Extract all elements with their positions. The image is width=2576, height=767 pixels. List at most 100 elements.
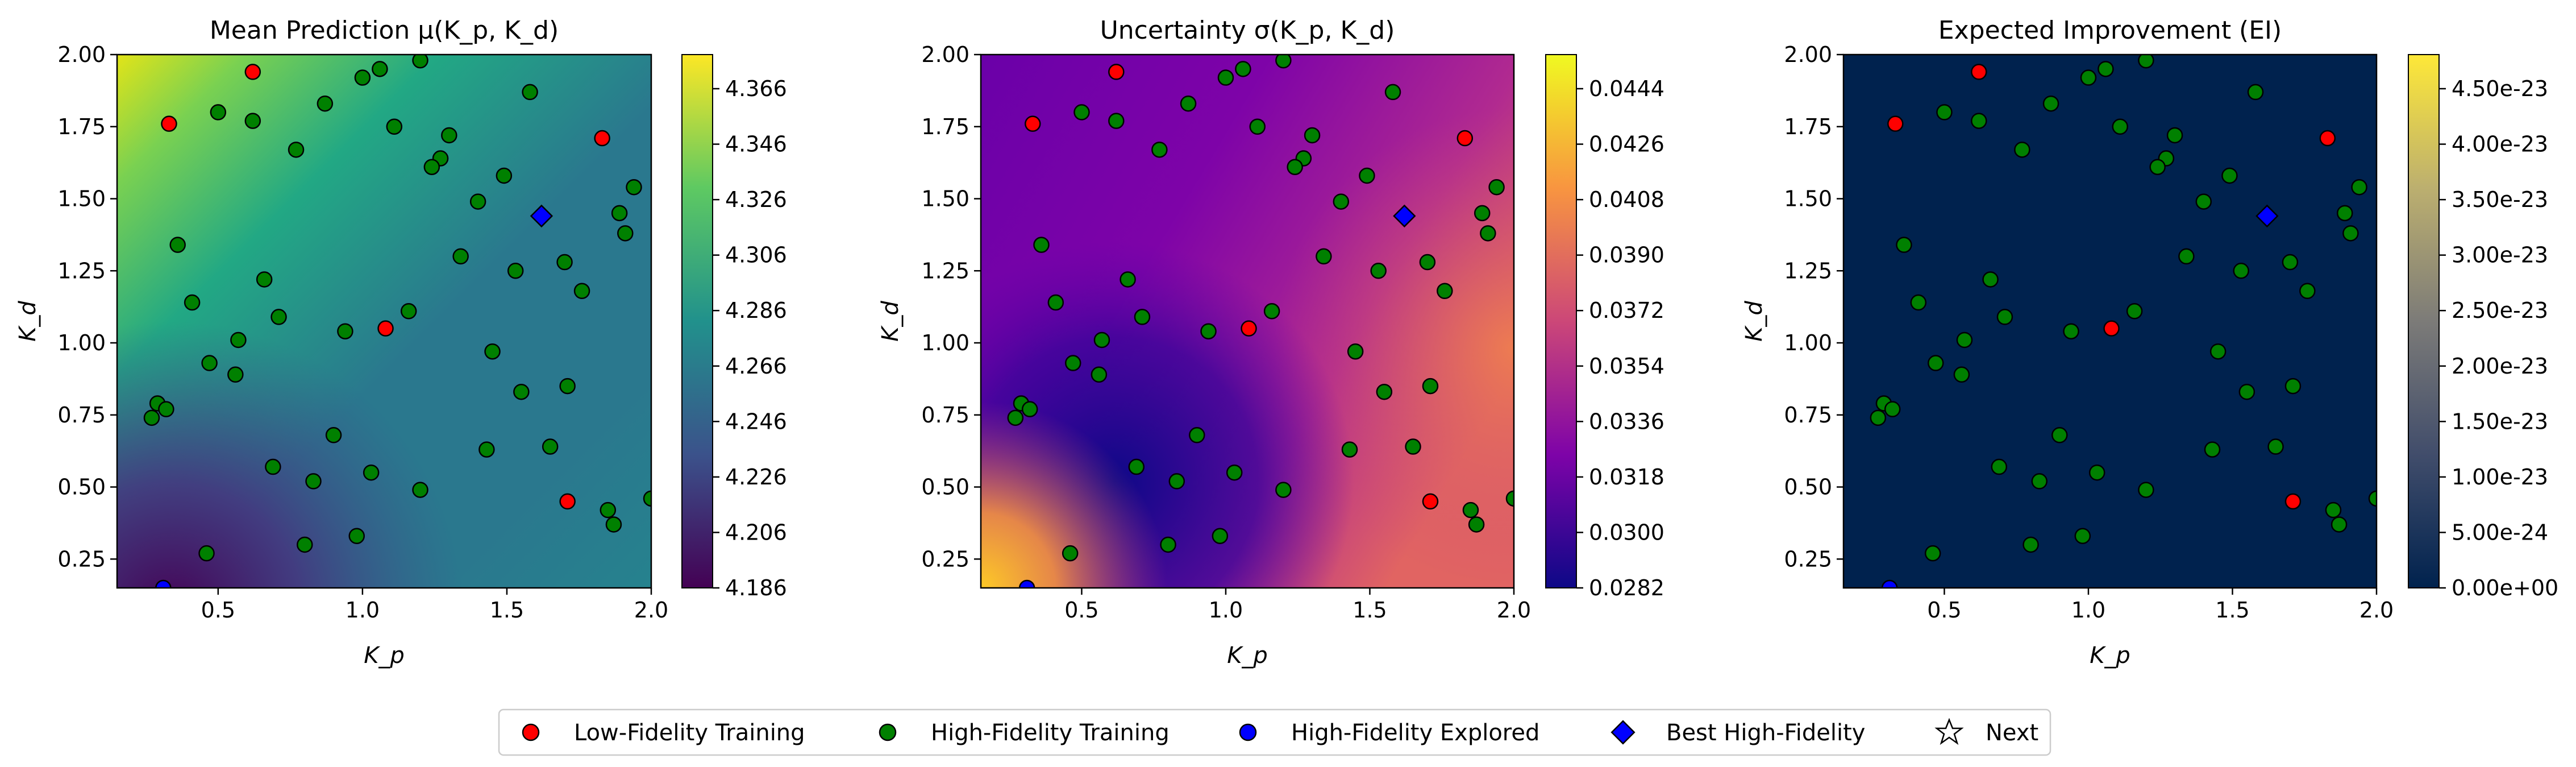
high-fidelity-point xyxy=(2247,84,2264,101)
high-fidelity-point xyxy=(1419,254,1436,271)
high-fidelity-point xyxy=(496,167,513,184)
best-point xyxy=(530,204,554,228)
colorbar-tick-label: 4.50e-23 xyxy=(2452,76,2548,101)
colorbar-tick-label: 3.00e-23 xyxy=(2452,243,2548,268)
high-fidelity-point xyxy=(2112,118,2128,135)
high-fidelity-point xyxy=(2074,528,2091,544)
high-fidelity-point xyxy=(522,84,538,101)
high-fidelity-point xyxy=(1235,61,1251,77)
colorbar-tick-label: 0.0372 xyxy=(1589,298,1664,323)
high-fidelity-point xyxy=(363,464,380,481)
high-fidelity-point xyxy=(2299,283,2316,300)
high-fidelity-point xyxy=(1956,331,1973,349)
low-fidelity-point xyxy=(1971,64,1987,80)
high-fidelity-point xyxy=(2042,95,2059,112)
high-fidelity-point xyxy=(1073,104,1090,121)
high-fidelity-point xyxy=(559,378,576,395)
high-fidelity-point xyxy=(1064,355,1081,371)
x-tick-label: 1.5 xyxy=(490,598,524,623)
legend-item-best: Best High-Fidelity xyxy=(1610,720,1865,746)
high-fidelity-point xyxy=(230,331,247,349)
high-fidelity-point xyxy=(201,355,218,371)
high-fidelity-point xyxy=(297,536,313,553)
high-fidelity-point xyxy=(1200,323,1217,339)
panel-title: Mean Prediction μ(K_p, K_d) xyxy=(210,16,559,45)
x-axis-label: K_p xyxy=(364,642,405,669)
high-fidelity-point xyxy=(600,501,617,519)
y-axis-label: K_d xyxy=(1741,301,1767,342)
explored-point xyxy=(1018,579,1035,588)
x-tick-label: 2.0 xyxy=(634,598,668,623)
heatmap-field xyxy=(1843,55,2377,588)
colorbar-tick-label: 5.00e-24 xyxy=(2452,520,2548,545)
high-fidelity-point xyxy=(1468,516,1485,533)
high-fidelity-point xyxy=(1217,69,1234,86)
high-fidelity-point xyxy=(372,61,388,77)
colorbar-tick-label: 4.246 xyxy=(725,409,787,434)
panel-mean-prediction: Mean Prediction μ(K_p, K_d) 0.5 1.0 1.5 2.0… xyxy=(15,16,787,669)
high-fidelity-point xyxy=(2051,427,2068,443)
x-tick-label: 1.5 xyxy=(1352,598,1387,623)
legend-label-high-fidelity: High-Fidelity Training xyxy=(931,720,1170,746)
colorbar-tick-label: 4.326 xyxy=(725,187,787,212)
high-fidelity-point xyxy=(412,482,428,498)
high-fidelity-point xyxy=(617,225,634,242)
x-tick-label: 1.5 xyxy=(2215,598,2249,623)
y-tick-label: 2.00 xyxy=(921,42,969,67)
y-tick-label: 0.50 xyxy=(921,475,969,500)
legend-label-explored: High-Fidelity Explored xyxy=(1291,720,1539,746)
x-tick-label: 0.5 xyxy=(201,598,235,623)
y-tick-label: 0.50 xyxy=(1784,475,1832,500)
high-fidelity-point xyxy=(143,409,160,426)
y-axis: 2.00 1.75 1.50 1.25 1.00 0.75 0.50 0.25 xyxy=(57,42,117,571)
high-fidelity-point xyxy=(354,69,371,86)
high-fidelity-point xyxy=(1108,113,1125,129)
colorbar-tick-label: 4.206 xyxy=(725,520,787,545)
colorbar-ticks: 4.366 4.346 4.326 4.306 4.286 4.266 4.246 4.226… xyxy=(713,76,787,600)
high-fidelity-point xyxy=(305,473,322,490)
high-fidelity-point xyxy=(1093,331,1110,349)
scatter-layer xyxy=(143,55,651,588)
legend-item-high-fidelity: High-Fidelity Training xyxy=(879,720,1170,746)
y-tick-label: 2.00 xyxy=(1784,42,1832,67)
high-fidelity-point xyxy=(1007,409,1024,426)
legend-label-low-fidelity: Low-Fidelity Training xyxy=(574,720,805,746)
high-fidelity-point xyxy=(1480,225,1496,242)
scatter-layer xyxy=(1870,55,2377,588)
high-fidelity-point xyxy=(1128,458,1145,475)
high-fidelity-point xyxy=(2284,378,2302,395)
high-fidelity-point xyxy=(198,545,215,562)
legend-item-low-fidelity: Low-Fidelity Training xyxy=(522,720,805,746)
plot-frame xyxy=(1842,53,2378,589)
high-fidelity-point xyxy=(441,127,457,144)
high-fidelity-point xyxy=(2166,127,2183,144)
best-point xyxy=(2255,204,2279,228)
high-fidelity-point xyxy=(2022,536,2039,553)
colorbar-tick-label: 4.306 xyxy=(725,243,787,268)
x-tick-label: 1.0 xyxy=(1209,598,1243,623)
colorbar-tick-label: 0.0336 xyxy=(1589,409,1664,434)
high-fidelity-point xyxy=(2336,205,2353,222)
high-fidelity-point xyxy=(1505,490,1514,507)
low-fidelity-point xyxy=(1422,493,1439,510)
low-fidelity-point xyxy=(1025,115,1041,132)
high-fidelity-point xyxy=(386,118,403,135)
high-fidelity-point xyxy=(1021,401,1038,417)
legend-frame xyxy=(498,708,2051,756)
high-fidelity-point xyxy=(2138,482,2154,498)
high-fidelity-point xyxy=(2149,159,2166,175)
high-fidelity-point xyxy=(2331,516,2348,533)
x-tick-label: 2.0 xyxy=(1497,598,1531,623)
high-fidelity-point xyxy=(2238,383,2255,400)
high-fidelity-point xyxy=(452,248,469,265)
x-tick-label: 0.5 xyxy=(1064,598,1098,623)
high-fidelity-point xyxy=(270,309,287,325)
high-fidelity-point xyxy=(1370,263,1387,279)
legend-marker-next xyxy=(1934,718,1964,745)
legend-marker-high-fidelity xyxy=(879,723,897,741)
low-fidelity-point xyxy=(1456,130,1474,147)
high-fidelity-point xyxy=(1249,118,1266,135)
low-fidelity-point xyxy=(2284,493,2302,510)
explored-point xyxy=(155,579,172,588)
high-fidelity-point xyxy=(1924,545,1941,562)
